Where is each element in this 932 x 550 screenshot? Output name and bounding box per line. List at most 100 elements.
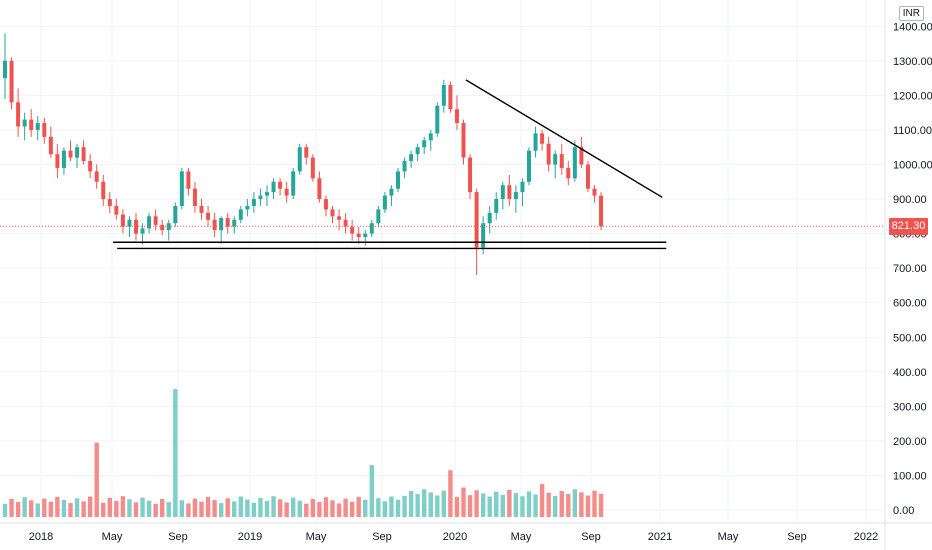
volume-bar: [415, 494, 420, 517]
candle-body: [494, 199, 499, 213]
candle-body: [225, 218, 230, 227]
x-axis-ticks: 2018 May Sep 2019 May Sep 2020 May Sep 2021 May Sep…: [29, 531, 878, 543]
candle-body: [409, 154, 414, 162]
volume-bar: [29, 500, 34, 517]
y-tick-label: 100.00: [893, 470, 927, 482]
candle-body: [304, 147, 309, 158]
candle-body: [35, 123, 40, 130]
volume-bar: [507, 489, 512, 517]
volume-bar: [173, 389, 178, 517]
candle-body: [258, 195, 263, 200]
candle-body: [271, 181, 276, 193]
candle-body: [107, 199, 112, 206]
y-tick-label: 200.00: [893, 436, 927, 448]
volume-bar: [487, 496, 492, 517]
volume-bar: [81, 501, 86, 517]
candle-body: [153, 216, 158, 225]
volume-bar: [15, 502, 21, 517]
volume-bar: [160, 498, 165, 517]
y-axis-ticks: 1400.00 1300.00 1200.00 1100.00 1000.00 900.0…: [893, 21, 932, 517]
candle-body: [553, 154, 558, 165]
volume-bar: [251, 502, 257, 517]
volume-bar: [349, 501, 355, 517]
candle-body: [337, 216, 342, 220]
volume-bar: [408, 490, 414, 517]
candle-body: [238, 209, 243, 220]
volume-bar: [441, 490, 447, 517]
volume-bar: [232, 501, 237, 517]
volume-bar: [467, 495, 473, 517]
candle-body: [3, 60, 7, 79]
candle-body: [42, 123, 47, 137]
x-tick-label: 2018: [29, 531, 53, 543]
volume-bar: [454, 496, 460, 517]
y-tick-label: 700.00: [893, 263, 927, 275]
candle-body: [29, 119, 34, 130]
candle-body: [428, 133, 433, 141]
x-tick-label: 2020: [443, 531, 467, 543]
volume-bars: [2, 389, 604, 517]
volume-bar: [212, 499, 217, 517]
candle-body: [61, 150, 66, 168]
candle-body: [527, 150, 531, 182]
x-tick-label: May: [511, 531, 532, 543]
candle-body: [94, 171, 99, 182]
volume-bar: [304, 503, 309, 517]
currency-label[interactable]: INR: [898, 6, 924, 21]
candle-body: [592, 188, 597, 196]
candle-body: [559, 154, 564, 168]
candle-body: [402, 161, 407, 172]
candle-body: [265, 192, 269, 196]
volume-bar: [284, 502, 289, 517]
volume-bar: [186, 503, 191, 517]
candle-body: [396, 171, 400, 189]
candle-body: [546, 143, 551, 165]
candle-body: [343, 219, 348, 227]
x-tick-label: May: [306, 531, 327, 543]
volume-bar: [428, 492, 433, 517]
volume-bar: [402, 495, 407, 517]
candle-body: [199, 205, 204, 213]
volume-bar: [9, 498, 14, 517]
candle-body: [173, 205, 178, 224]
volume-bar: [264, 501, 270, 517]
candle-body: [88, 161, 93, 172]
candle-body: [206, 212, 211, 220]
volume-bar: [330, 500, 335, 517]
candlesticks: [3, 33, 604, 276]
candle-body: [22, 119, 27, 127]
volume-bar: [310, 498, 316, 517]
y-tick-label: 900.00: [893, 194, 927, 206]
candle-body: [350, 226, 355, 234]
volume-bar: [369, 465, 374, 517]
volume-bar: [245, 499, 250, 517]
candle-body: [232, 219, 237, 227]
candle-body: [382, 195, 387, 210]
y-tick-label: 0.00: [893, 505, 914, 517]
volume-bar: [520, 496, 525, 517]
grid-lines: [0, 0, 885, 523]
y-tick-label: 1300.00: [893, 56, 932, 68]
volume-bar: [48, 501, 54, 517]
volume-bar: [336, 503, 342, 517]
volume-bar: [179, 500, 185, 517]
candle-body: [160, 224, 165, 231]
candle-body: [533, 133, 538, 151]
volume-bar: [127, 499, 132, 517]
candle-body: [376, 209, 381, 224]
candle-body: [415, 147, 420, 155]
candle-body: [297, 147, 302, 172]
candle-body: [513, 192, 518, 200]
candle-body: [474, 192, 479, 248]
trendline[interactable]: [465, 79, 663, 198]
volume-bar: [22, 497, 27, 517]
volume-bar: [42, 498, 47, 517]
volume-bar: [343, 498, 348, 517]
x-tick-label: Sep: [372, 531, 392, 543]
candle-body: [454, 109, 459, 124]
volume-bar: [107, 497, 112, 517]
candle-body: [369, 223, 374, 234]
volume-bar: [238, 496, 243, 517]
volume-bar: [192, 498, 198, 517]
